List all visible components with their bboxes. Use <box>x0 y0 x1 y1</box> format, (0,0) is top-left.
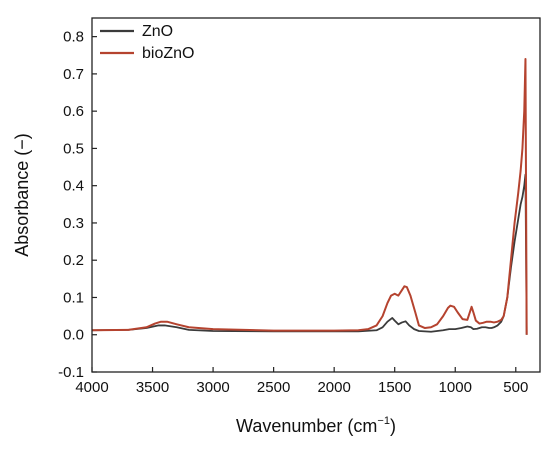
legend: ZnO bioZnO <box>100 23 194 62</box>
x-tick-label: 3000 <box>196 379 229 396</box>
y-tick-label: 0.4 <box>63 178 84 195</box>
x-axis-title: Wavenumber (cm−1) <box>236 415 396 436</box>
x-tick-label: 3500 <box>136 379 169 396</box>
legend-label-zno: ZnO <box>142 23 173 40</box>
y-tick-label: 0.3 <box>63 215 84 232</box>
x-tick-label: 1000 <box>439 379 472 396</box>
x-axis-ticks: 4000 3500 3000 2500 2000 1500 1000 500 <box>75 367 528 396</box>
series-line-biozno <box>91 57 528 335</box>
x-axis-title-suffix: ) <box>390 416 396 436</box>
y-tick-label: 0.2 <box>63 252 84 269</box>
y-tick-label: 0.1 <box>63 289 84 306</box>
x-tick-label: 2000 <box>317 379 350 396</box>
x-tick-label: 500 <box>503 379 528 396</box>
y-axis-ticks: -0.1 0.0 0.1 0.2 0.3 0.4 0.5 0.6 0.7 0.8 <box>58 29 97 381</box>
y-axis-title: Absorbance (−) <box>12 133 32 257</box>
y-tick-label: 0.8 <box>63 29 84 46</box>
plot-lines <box>91 57 528 335</box>
y-tick-label: 0.0 <box>63 327 84 344</box>
x-axis-title-main: Wavenumber (cm <box>236 416 377 436</box>
x-tick-label: 1500 <box>378 379 411 396</box>
legend-label-biozno: bioZnO <box>142 45 194 62</box>
y-tick-label: 0.5 <box>63 140 84 157</box>
x-tick-label: 4000 <box>75 379 108 396</box>
y-tick-label: 0.6 <box>63 103 84 120</box>
series-line-zno <box>91 173 528 335</box>
plot-frame <box>91 17 541 373</box>
y-tick-label: -0.1 <box>58 364 84 381</box>
x-tick-label: 2500 <box>257 379 290 396</box>
y-tick-label: 0.7 <box>63 66 84 83</box>
x-axis-title-superscript: −1 <box>377 415 390 427</box>
